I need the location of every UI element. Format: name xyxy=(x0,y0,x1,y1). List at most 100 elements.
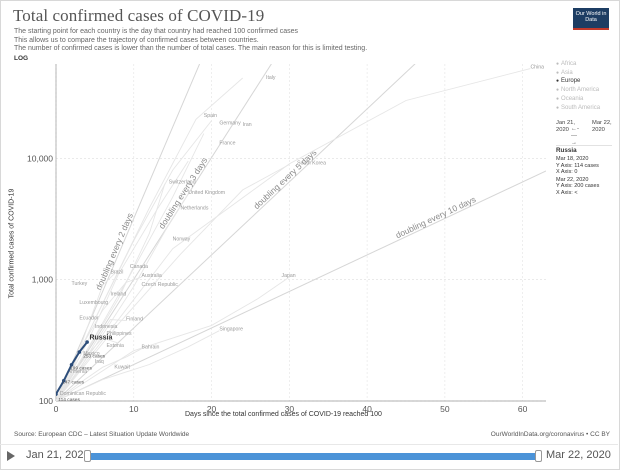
background-country-line xyxy=(56,68,531,401)
range-arrow: ←----→ xyxy=(571,126,579,146)
x-tick-label: 10 xyxy=(129,404,139,414)
legend-item-asia[interactable]: Asia xyxy=(556,69,600,78)
country-label: Canada xyxy=(130,264,148,270)
doubling-reference-line xyxy=(56,64,272,401)
country-info-box: Russia Mar 18, 2020 Y Axis: 114 cases X … xyxy=(556,147,616,196)
country-label: Indonesia xyxy=(95,324,118,330)
y-tick-label: 1,000 xyxy=(32,275,54,285)
divider xyxy=(556,145,612,146)
russia-data-point xyxy=(69,362,74,367)
log-scale-toggle[interactable]: LOG xyxy=(14,55,29,62)
country-label: Ireland xyxy=(110,292,126,298)
country-label: Mexico xyxy=(83,351,100,357)
doubling-line-label: doubling every 5 days xyxy=(251,147,318,211)
country-label: Australia xyxy=(142,273,162,279)
background-country-line xyxy=(56,330,220,401)
country-label: Ecuador xyxy=(79,315,99,321)
info-entry-date: Mar 18, 2020 xyxy=(556,156,589,163)
country-label: Italy xyxy=(266,75,276,81)
country-label: Estonia xyxy=(107,343,124,349)
x-tick-label: 50 xyxy=(440,404,450,414)
country-label: Japan xyxy=(282,273,296,279)
chart-subtitle: The starting point for each country is t… xyxy=(14,28,367,54)
timeline-start-label: Jan 21, 2020 xyxy=(26,449,90,461)
russia-data-point xyxy=(56,392,58,396)
timeline-end-label: Mar 22, 2020 xyxy=(546,449,611,461)
x-tick-label: 30 xyxy=(285,404,295,414)
russia-point-label: 199 cases xyxy=(70,366,92,372)
play-icon[interactable] xyxy=(7,451,15,461)
country-label: Iraq xyxy=(95,359,104,365)
legend-item-africa[interactable]: Africa xyxy=(556,60,600,69)
info-country: Russia xyxy=(556,147,577,154)
background-country-line xyxy=(56,160,189,401)
info-entry-y: Y Axis: 114 cases xyxy=(556,162,599,169)
subtitle-line: The starting point for each country is t… xyxy=(14,28,299,35)
country-label: Netherlands xyxy=(180,205,208,211)
doubling-reference-line xyxy=(56,64,201,401)
background-country-line xyxy=(56,337,119,401)
country-label: Switzerland xyxy=(169,180,196,186)
range-start-date: Jan 21, 2020 xyxy=(556,120,576,133)
background-country-line xyxy=(56,183,166,401)
timeline: Jan 21, 2020 Mar 22, 2020 xyxy=(0,444,618,469)
subtitle-line: The number of confirmed cases is lower t… xyxy=(14,45,368,53)
country-label: Finland xyxy=(126,317,143,323)
country-label: United Kingdom xyxy=(188,190,225,196)
legend-item-europe[interactable]: Europe xyxy=(556,77,600,86)
info-entry-x: X Axis: < xyxy=(556,189,578,196)
background-country-line xyxy=(56,133,205,401)
russia-data-point xyxy=(85,340,89,344)
y-tick-label: 10,000 xyxy=(27,153,53,163)
country-label: Turkey xyxy=(72,281,88,287)
doubling-reference-line xyxy=(56,64,416,401)
country-label: Spain xyxy=(204,113,217,119)
range-end-date: Mar 22, 2020 xyxy=(592,120,612,133)
info-entry-date: Mar 22, 2020 xyxy=(556,177,589,184)
russia-data-point xyxy=(77,350,82,354)
russia-point-label: 253 cases xyxy=(83,354,105,360)
country-label: Germany xyxy=(219,121,241,127)
background-country-line xyxy=(56,164,290,401)
x-tick-label: 0 xyxy=(54,404,59,414)
country-label: Luxembourg xyxy=(79,300,108,306)
country-label: Armenia xyxy=(68,369,87,375)
background-country-line xyxy=(56,276,290,401)
country-label: China xyxy=(530,65,544,71)
legend-item-north-america[interactable]: North America xyxy=(556,86,600,95)
y-axis-label: Total confirmed cases of COVID-19 xyxy=(8,188,16,299)
legend-item-oceania[interactable]: Oceania xyxy=(556,95,600,104)
x-tick-label: 60 xyxy=(518,404,528,414)
country-label: Norway xyxy=(173,237,191,243)
russia-point-label: 114 cases xyxy=(58,397,80,403)
country-label: Czech Republic xyxy=(142,282,179,288)
info-entry-y: Y Axis: 200 cases xyxy=(556,183,600,190)
owid-logo[interactable]: Our World in Data xyxy=(573,8,609,30)
x-axis-label: Days since the total confirmed cases of … xyxy=(185,411,382,418)
background-country-line xyxy=(56,348,142,401)
timeline-track[interactable] xyxy=(87,453,539,460)
background-country-line xyxy=(56,269,119,401)
info-entry-x: X Axis: 0 xyxy=(556,168,578,175)
timeline-end-handle[interactable] xyxy=(535,450,542,462)
russia-data-point xyxy=(61,378,66,383)
country-label: Dominican Republic xyxy=(60,391,107,397)
license-link[interactable]: OurWorldInData.org/coronavirus • CC BY xyxy=(490,431,610,438)
source-note[interactable]: Source: European CDC – Latest Situation … xyxy=(14,431,190,438)
country-label: Iran xyxy=(243,122,252,128)
chart-title: Total confirmed cases of COVID-19 xyxy=(13,6,265,25)
country-label: Kuwait xyxy=(114,365,130,371)
country-label: Brazil xyxy=(110,270,123,276)
legend: Africa Asia Europe North America Oceania… xyxy=(556,60,600,112)
y-tick-label: 100 xyxy=(39,396,53,406)
russia-point-label: 147 cases xyxy=(62,379,84,385)
country-label: Singapore xyxy=(219,327,243,333)
russia-point-label: Russia xyxy=(89,335,112,342)
country-label: Bahrain xyxy=(142,345,160,351)
timeline-start-handle[interactable] xyxy=(84,450,91,462)
legend-item-south-america[interactable]: South America xyxy=(556,104,600,113)
country-label: France xyxy=(219,141,235,147)
